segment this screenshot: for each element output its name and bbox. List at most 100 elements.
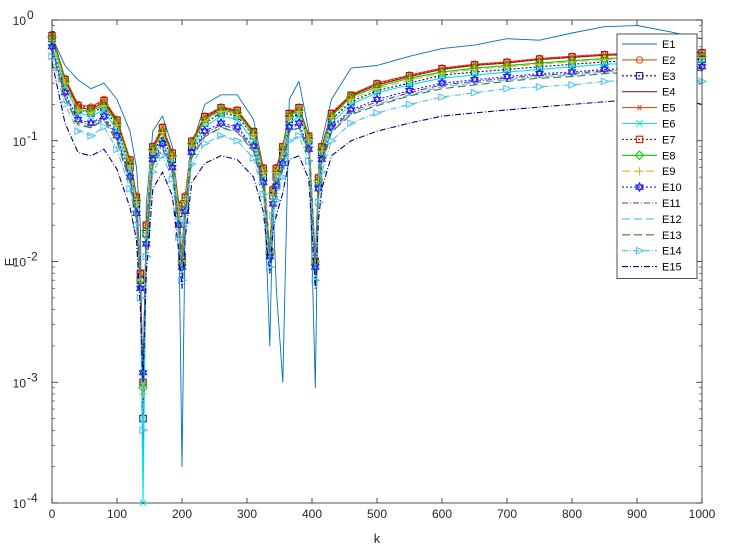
series-marker-e9 [294,107,304,116]
legend-label: E2 [662,55,675,67]
series-marker-e14 [327,136,337,145]
series-marker-e14 [698,77,708,86]
series-marker-e9 [600,55,609,64]
series-marker-e14 [158,151,168,160]
series-marker-e14 [201,139,211,148]
series-marker-e9 [346,95,356,104]
legend-item-e15: E15 [622,262,682,274]
series-marker-e9 [233,110,242,119]
series-marker-e9 [567,57,577,67]
series-marker-e10 [99,110,109,122]
y-tick-label: 10 [13,256,27,270]
legend-label: E1 [662,39,675,51]
legend-label: E6 [662,119,675,131]
y-tick-label: 10 [13,376,27,390]
legend-item-e13: E13 [622,230,682,242]
series-marker-e14 [503,84,513,93]
series-marker-e14 [249,154,259,162]
series-line-e14 [51,56,703,431]
legend-item-e12: E12 [622,214,682,226]
legend-item-e11: E11 [622,198,681,210]
legend-label: E15 [662,262,682,274]
series-e1 [51,25,703,468]
series-marker-e14 [175,232,185,241]
series-marker-e14 [136,293,146,302]
series-marker-e5 [201,113,208,119]
legend-marker [635,246,645,255]
series-marker-e9 [168,153,177,162]
legend: E1 E2 E3 E4 E5 E6 E7 E8 E9 E10 E11 E12 E13 E14 E15 [616,33,698,279]
legend-label: E11 [662,198,681,210]
series-marker-e14 [74,127,84,136]
x-tick-label: 900 [627,507,647,521]
legend-item-e4: E4 [622,87,675,99]
series-marker-e14 [217,131,227,140]
series-marker-e6 [347,100,355,108]
legend-item-e2: E2 [622,55,675,67]
series-marker-e14 [373,108,383,117]
series-marker-e14 [178,276,188,285]
legend-box [616,33,698,279]
series-marker-e9 [437,69,447,78]
y-tick-label: 10 [13,497,27,511]
series-marker-e9 [99,101,109,110]
series-marker-e9 [200,117,209,126]
series-marker-e14 [113,145,123,154]
x-tick-label: 400 [302,507,322,521]
series-marker-e14 [347,119,357,128]
series-marker-e9 [272,168,281,178]
series-marker-e9 [327,113,336,122]
legend-marker [635,135,644,144]
series-marker-e14 [87,131,97,140]
x-tick-label: 600 [432,507,452,521]
x-tick-label: 0 [49,507,56,521]
series-marker-e5 [234,107,241,113]
legend-marker [634,181,645,193]
series-marker-e14 [279,173,289,182]
series-marker-e14 [568,80,578,89]
series-marker-e9 [138,389,148,399]
y-tick-exponent: -1 [27,129,38,143]
x-tick-label: 700 [497,507,517,521]
series-marker-e14 [126,184,136,193]
series-marker-e5 [217,104,225,110]
series-marker-e9 [535,60,544,69]
legend-item-e14: E14 [622,246,682,258]
series-marker-e14 [269,211,279,220]
series-marker-e10 [372,94,382,105]
y-axis-label: E [2,257,17,266]
legend-label: E4 [662,87,675,99]
series-marker-e9 [112,120,122,130]
series-marker-e9 [86,108,96,118]
series-marker-e10 [167,162,177,173]
series-marker-e14 [600,77,610,86]
plot-area [52,20,702,503]
series-e15 [51,61,703,383]
series-marker-e14 [470,88,480,97]
legend-marker [636,104,643,111]
series-marker-e14 [149,168,159,177]
y-tick-exponent: 0 [27,8,34,22]
legend-item-e8: E8 [622,150,675,162]
series-marker-e14 [100,123,110,131]
series-marker-e14 [139,426,149,435]
legend-label: E7 [662,134,675,146]
series-marker-e14 [318,168,328,177]
series-marker-e9 [181,197,190,207]
series-marker-e9 [304,135,313,144]
series-marker-e14 [188,160,198,169]
series-marker-e14 [61,100,71,109]
legend-item-e5: E5 [622,103,675,115]
series-marker-e9 [372,84,382,93]
legend-label: E13 [662,230,682,242]
series-marker-e6 [568,63,576,71]
x-tick-label: 500 [367,507,387,521]
series-line-e15 [51,61,703,383]
x-tick-label: 100 [107,507,127,521]
y-tick-exponent: -4 [27,491,38,505]
legend-marker [635,167,644,176]
series-marker-e14 [438,93,448,102]
series-marker-e6 [405,81,414,89]
legend-label: E9 [662,166,675,178]
